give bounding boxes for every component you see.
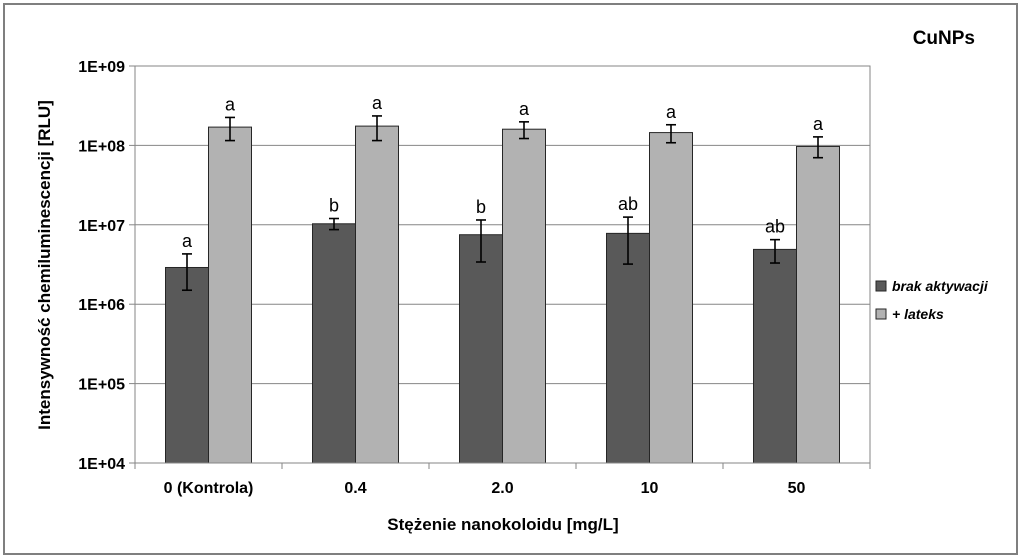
x-tick-label: 50 xyxy=(788,480,806,497)
data-label: b xyxy=(329,196,339,216)
legend-label: + lateks xyxy=(892,306,944,322)
legend-label: brak aktywacji xyxy=(892,278,989,294)
y-tick-label: 1E+08 xyxy=(78,138,125,155)
legend-swatch xyxy=(875,308,887,320)
y-tick-label: 1E+06 xyxy=(78,297,125,314)
data-label: a xyxy=(519,99,530,119)
axes: 1E+04 1E+05 1E+06 1E+07 1E+08 1E+09 0 (Kontrol… xyxy=(78,59,871,497)
data-label: ab xyxy=(618,194,638,214)
y-tick-label: 1E+07 xyxy=(78,218,125,235)
y-axis-title: Intensywność chemiluminescencji [RLU] xyxy=(35,100,54,430)
data-label: b xyxy=(476,197,486,217)
x-tick-label: 2.0 xyxy=(491,480,513,497)
data-label: a xyxy=(813,114,824,134)
data-label: ab xyxy=(765,217,785,237)
legend-swatch xyxy=(875,280,887,292)
bar xyxy=(606,232,650,464)
y-tick-label: 1E+09 xyxy=(78,59,125,76)
bar xyxy=(312,223,356,464)
data-label: a xyxy=(225,94,236,114)
bar xyxy=(355,125,399,464)
bar xyxy=(165,266,209,464)
x-axis-title: Stężenie nanokoloidu [mg/L] xyxy=(387,515,618,534)
data-label: a xyxy=(666,102,677,122)
bar xyxy=(459,234,503,464)
x-tick-label: 0 (Kontrola) xyxy=(164,480,254,497)
bar xyxy=(649,132,693,464)
data-label: a xyxy=(182,231,193,251)
data-label: a xyxy=(372,93,383,113)
bar xyxy=(502,128,546,464)
y-tick-label: 1E+05 xyxy=(78,377,125,394)
y-tick-label: 1E+04 xyxy=(78,456,125,473)
legend: brak aktywacji + lateks xyxy=(875,278,989,322)
bar xyxy=(208,126,252,464)
chart-title: CuNPs xyxy=(913,28,975,49)
x-tick-label: 10 xyxy=(641,480,659,497)
bar xyxy=(796,145,840,464)
bar xyxy=(753,248,797,464)
x-tick-label: 0.4 xyxy=(344,480,366,497)
